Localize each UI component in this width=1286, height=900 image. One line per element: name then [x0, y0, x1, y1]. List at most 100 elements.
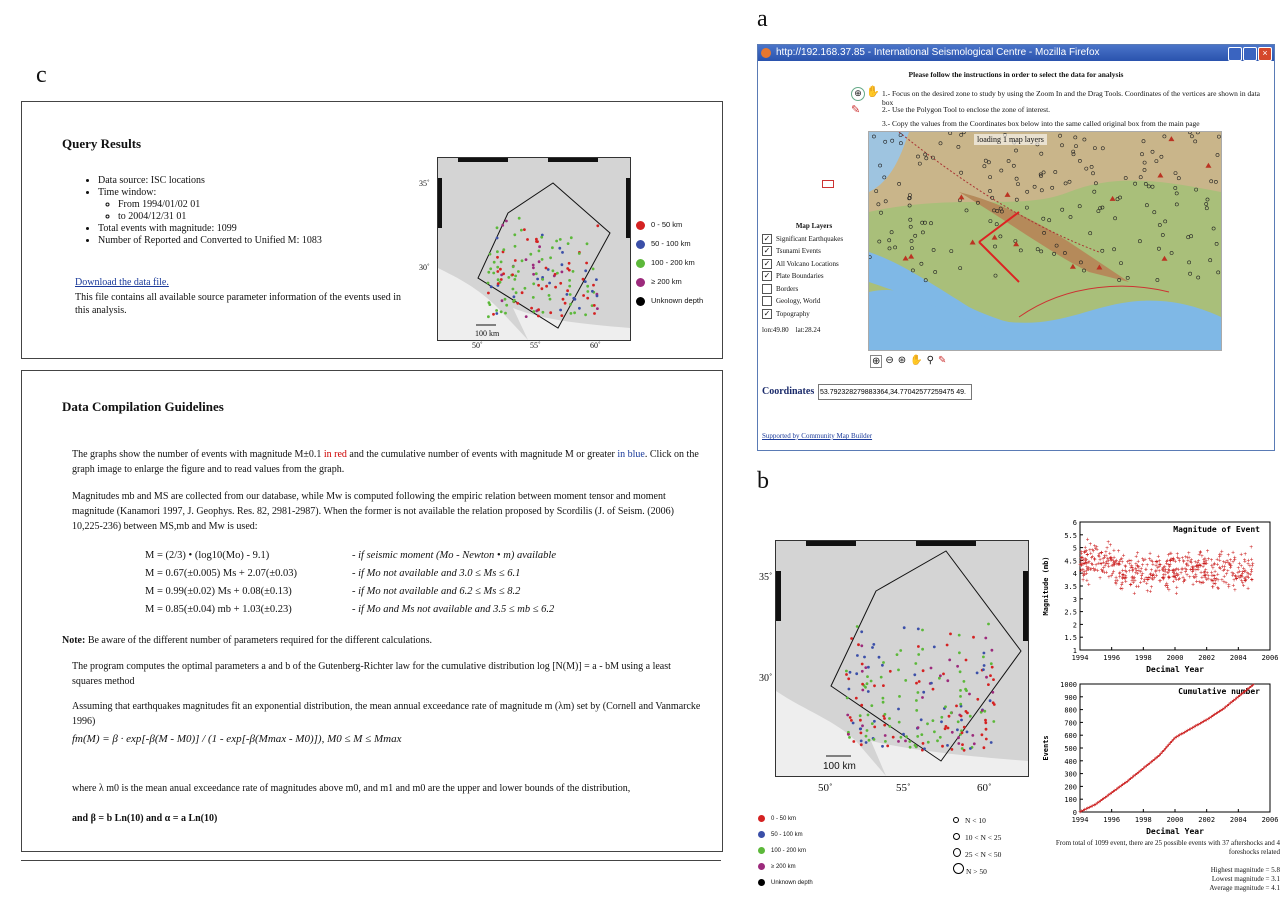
cumulative-point: +	[1251, 682, 1255, 689]
volcano-marker	[908, 217, 913, 222]
earthquake-dot	[933, 730, 936, 734]
layer-checkbox[interactable]: ✓	[762, 308, 772, 319]
download-link[interactable]: Download the data file.	[75, 277, 169, 288]
earthquake-dot	[897, 668, 900, 672]
magnitude-point: +	[1220, 577, 1224, 584]
volcano-marker	[1078, 260, 1083, 265]
earthquake-dot	[523, 228, 526, 231]
layer-checkbox[interactable]: ✓	[762, 246, 772, 257]
magnitude-point: +	[1204, 567, 1208, 574]
earthquake-dot	[899, 735, 903, 739]
cumulative-point: +	[1172, 737, 1176, 744]
close-button[interactable]: ×	[1258, 47, 1272, 61]
magnitude-point: +	[1091, 561, 1095, 568]
layer-item[interactable]: Borders	[762, 283, 866, 296]
magnitude-point: +	[1189, 557, 1193, 564]
cumulative-point: +	[1080, 808, 1084, 815]
layer-item[interactable]: ✓ Tsunami Events	[762, 245, 866, 258]
community-map-builder-link[interactable]: Supported by Community Map Builder	[762, 432, 873, 440]
cumulative-point: +	[1219, 708, 1223, 715]
polygon-draw-icon[interactable]: ✎	[937, 355, 947, 366]
coordinates-input[interactable]	[818, 384, 972, 400]
earthquake-dot	[855, 672, 859, 676]
map-view[interactable]: loading 1 map layers	[868, 131, 1222, 351]
earthquake-dot	[566, 289, 569, 293]
magnitude-point: +	[1234, 574, 1238, 581]
earthquake-dot	[495, 309, 498, 312]
volcano-marker	[1189, 134, 1194, 139]
zoom-in-icon[interactable]: ⊕	[851, 87, 865, 101]
layer-item[interactable]: ✓ Topography	[762, 308, 866, 321]
zoom-extent-icon[interactable]: ⊛	[897, 355, 907, 366]
earthquake-dot	[895, 653, 899, 656]
earthquake-dot	[569, 236, 573, 240]
cumulative-point: +	[1206, 716, 1210, 723]
earthquake-dot	[553, 272, 557, 276]
pan-tool-icon[interactable]: ✋	[910, 355, 923, 366]
volcano-marker	[1062, 251, 1067, 255]
magnitude-point: +	[1100, 561, 1104, 568]
magnitude-point: +	[1081, 561, 1085, 568]
magnitude-point: +	[1081, 567, 1085, 574]
maximize-button[interactable]	[1243, 47, 1257, 61]
earthquake-dot	[873, 719, 876, 723]
earthquake-dot	[983, 709, 987, 713]
cumulative-point: +	[1103, 794, 1107, 801]
volcano-marker	[1176, 176, 1181, 181]
volcano-marker	[1142, 160, 1147, 165]
magnitude-point: +	[1085, 552, 1089, 559]
magnitude-point: +	[1196, 567, 1200, 574]
layer-item[interactable]: Geology, World	[762, 295, 866, 308]
guidelines-paragraph-4: Assuming that earthquakes magnitudes fit…	[72, 701, 701, 727]
magnitude-point: +	[1079, 549, 1083, 556]
cumulative-point: +	[1154, 755, 1158, 762]
x-tick-label: 1998	[1135, 816, 1152, 824]
magnitude-point: +	[1213, 569, 1217, 576]
volcano-marker	[1196, 275, 1201, 280]
magnitude-point: +	[1092, 566, 1096, 573]
magnitude-point: +	[1191, 565, 1195, 572]
identify-tool-icon[interactable]: ⚲	[926, 355, 934, 366]
layer-checkbox[interactable]: ✓	[762, 258, 772, 269]
layer-checkbox[interactable]: ✓	[762, 233, 772, 244]
cumulative-point: +	[1205, 717, 1209, 724]
earthquake-dot	[921, 748, 924, 752]
minimize-button[interactable]	[1228, 47, 1242, 61]
magnitude-point: +	[1233, 554, 1237, 561]
magnitude-point: +	[1173, 571, 1177, 578]
magnitude-point: +	[1103, 553, 1107, 560]
layer-checkbox[interactable]: ✓	[762, 271, 772, 282]
polygon-tool-icon[interactable]: ✎	[851, 104, 861, 116]
magnitude-point: +	[1096, 568, 1100, 575]
y-tick-label: 4.5	[1064, 557, 1077, 565]
layer-item[interactable]: ✓ Significant Earthquakes	[762, 233, 866, 246]
volcano-marker	[1142, 168, 1147, 172]
zoom-in-tool-icon[interactable]: ⊕	[870, 355, 883, 368]
layer-item[interactable]: ✓ Plate Boundaries	[762, 270, 866, 283]
magnitude-point: +	[1243, 578, 1247, 585]
magnitude-point: +	[1141, 571, 1145, 578]
layer-label: All Volcano Locations	[776, 259, 839, 268]
cumulative-point: +	[1189, 726, 1193, 733]
magnitude-point: +	[1194, 574, 1198, 581]
magnitude-point: +	[1129, 582, 1133, 589]
cumulative-point: +	[1246, 686, 1250, 693]
magnitude-point: +	[1085, 568, 1089, 575]
magnitude-point: +	[1235, 576, 1239, 583]
volcano-marker	[893, 245, 898, 250]
magnitude-point: +	[1190, 569, 1194, 576]
magnitude-point: +	[1196, 565, 1200, 572]
magnitude-point: +	[1158, 558, 1162, 565]
equation-2: M = 0.67(±0.005) Ms + 2.07(±0.03)	[145, 568, 297, 579]
earthquake-dot	[873, 725, 877, 729]
zoom-out-tool-icon[interactable]: ⊖	[885, 355, 894, 366]
layer-item[interactable]: ✓ All Volcano Locations	[762, 258, 866, 271]
layer-checkbox[interactable]	[762, 283, 772, 294]
magnitude-point: +	[1165, 560, 1169, 567]
magnitude-point: +	[1151, 573, 1155, 580]
layer-checkbox[interactable]	[762, 296, 772, 307]
earthquake-dot	[514, 274, 517, 278]
magnitude-point: +	[1190, 564, 1194, 571]
drag-hand-icon[interactable]: ✋	[866, 86, 880, 98]
magnitude-point: +	[1154, 563, 1158, 570]
